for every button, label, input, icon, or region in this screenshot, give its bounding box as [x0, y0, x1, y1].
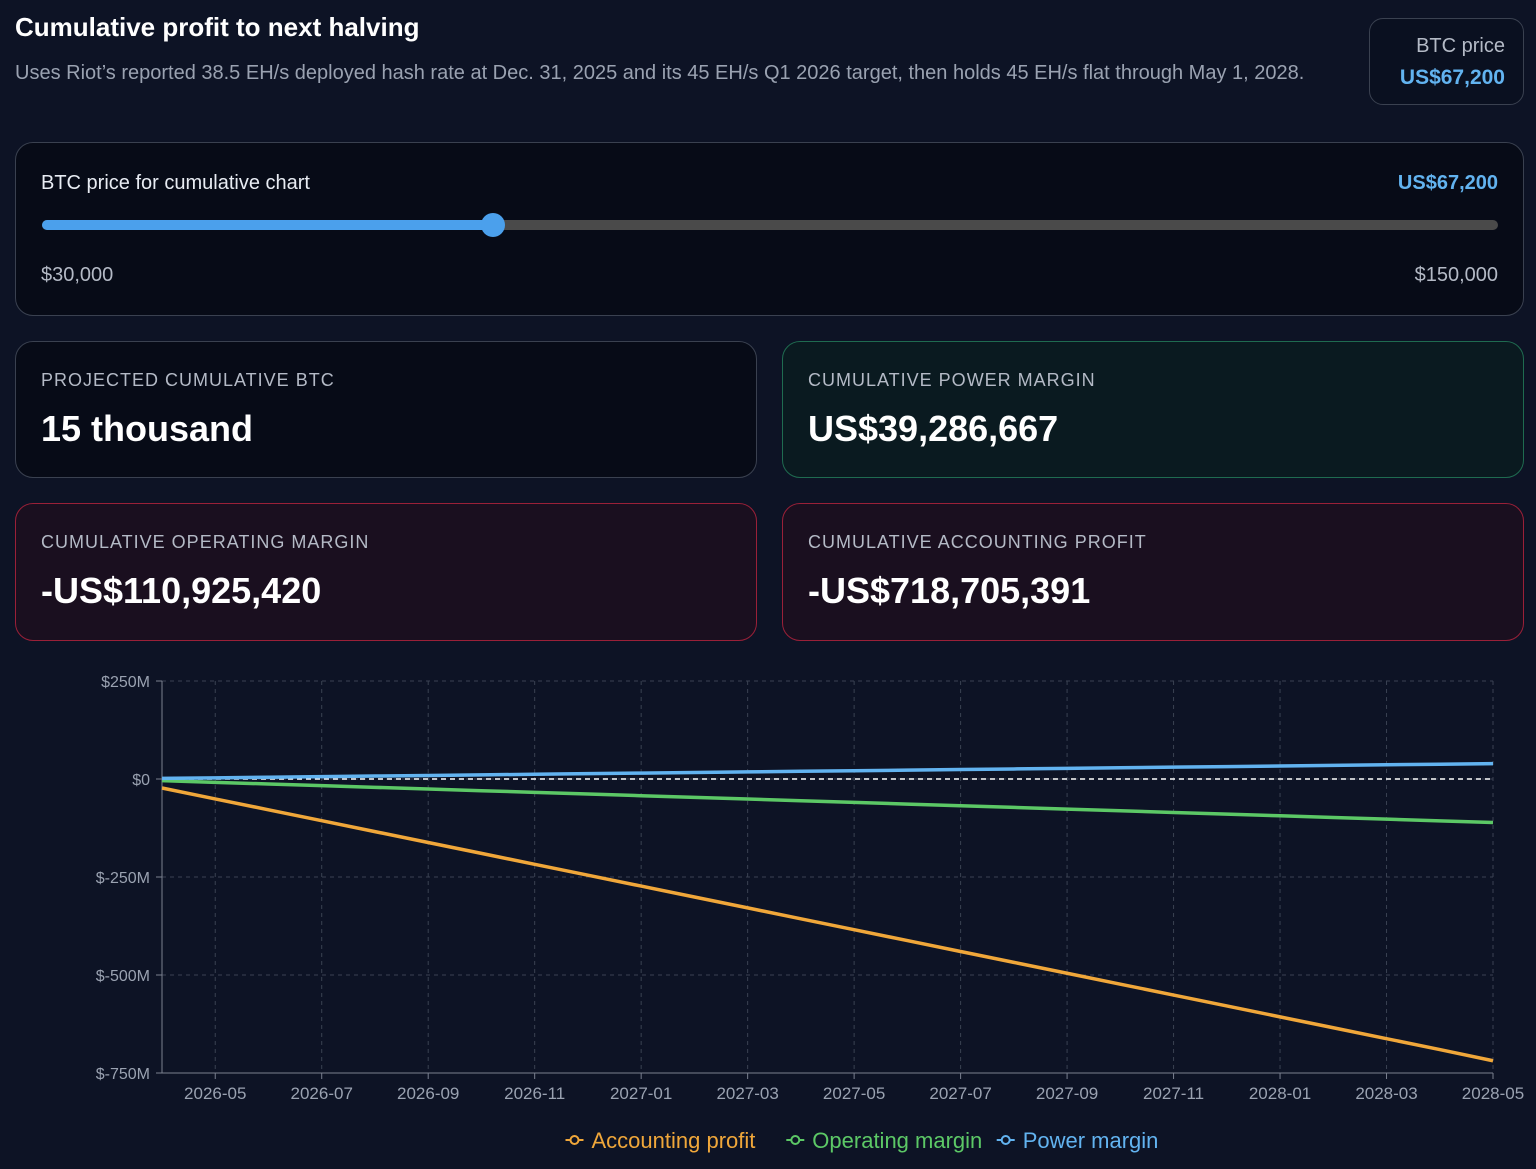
series-line	[161, 786, 1494, 1063]
legend-label: Operating margin	[812, 1128, 982, 1153]
price-label: BTC price	[1416, 35, 1505, 57]
slider-track[interactable]	[42, 213, 1498, 237]
x-tick-label: 2026-05	[184, 1084, 246, 1103]
metric-label: CUMULATIVE OPERATING MARGIN	[41, 532, 370, 552]
y-tick-label: $-500M	[96, 968, 150, 985]
slider-card: BTC price for cumulative chart US$67,200…	[15, 142, 1524, 316]
x-tick-label: 2028-03	[1355, 1084, 1417, 1103]
metric-card: CUMULATIVE OPERATING MARGIN -US$110,925,…	[15, 503, 757, 641]
slider-max: $150,000	[1414, 264, 1498, 286]
metric-label: CUMULATIVE POWER MARGIN	[808, 370, 1096, 390]
slider-label: BTC price for cumulative chart	[41, 172, 310, 194]
metric-value: 15 thousand	[41, 408, 254, 449]
subtitle: Uses Riot’s reported 38.5 EH/s deployed …	[15, 62, 1305, 84]
metric-value: -US$110,925,420	[41, 570, 322, 611]
x-tick-label: 2027-07	[929, 1084, 991, 1103]
legend-label: Power margin	[1023, 1128, 1159, 1153]
series-line	[161, 778, 1494, 825]
x-tick-label: 2028-01	[1249, 1084, 1311, 1103]
series-line	[161, 761, 1494, 781]
x-tick-label: 2026-09	[397, 1084, 459, 1103]
price-box: BTC price US$67,200	[1369, 18, 1524, 105]
x-tick-label: 2027-05	[823, 1084, 885, 1103]
metric-label: CUMULATIVE ACCOUNTING PROFIT	[808, 532, 1147, 552]
metric-card: CUMULATIVE ACCOUNTING PROFIT -US$718,705…	[782, 503, 1524, 641]
legend-label: Accounting profit	[592, 1128, 756, 1153]
x-tick-label: 2026-11	[504, 1084, 565, 1103]
x-tick-label: 2028-05	[1462, 1084, 1524, 1103]
metric-card: CUMULATIVE POWER MARGIN US$39,286,667	[782, 341, 1524, 478]
metric-card: PROJECTED CUMULATIVE BTC 15 thousand	[15, 341, 757, 478]
slider-min: $30,000	[41, 264, 114, 286]
slider-value: US$67,200	[1397, 172, 1498, 194]
legend-marker	[569, 1135, 580, 1145]
metric-value: -US$718,705,391	[808, 570, 1091, 611]
legend-marker	[1000, 1135, 1011, 1145]
x-tick-label: 2026-07	[291, 1084, 353, 1103]
x-tick-label: 2027-03	[716, 1084, 778, 1103]
metric-label: PROJECTED CUMULATIVE BTC	[41, 370, 335, 390]
x-tick-label: 2027-01	[610, 1084, 672, 1103]
y-tick-label: $250M	[101, 674, 150, 691]
y-tick-label: $-750M	[96, 1066, 150, 1083]
legend-marker	[790, 1135, 801, 1145]
y-tick-label: $0	[132, 772, 150, 789]
y-tick-label: $-250M	[96, 870, 150, 887]
slider-thumb[interactable]	[481, 213, 506, 237]
x-tick-label: 2027-09	[1036, 1084, 1098, 1103]
x-tick-label: 2027-11	[1143, 1084, 1204, 1103]
slider-fill	[42, 220, 494, 230]
title: Cumulative profit to next halving	[15, 12, 420, 42]
metric-value: US$39,286,667	[808, 408, 1059, 449]
price-value: US$67,200	[1399, 66, 1505, 89]
